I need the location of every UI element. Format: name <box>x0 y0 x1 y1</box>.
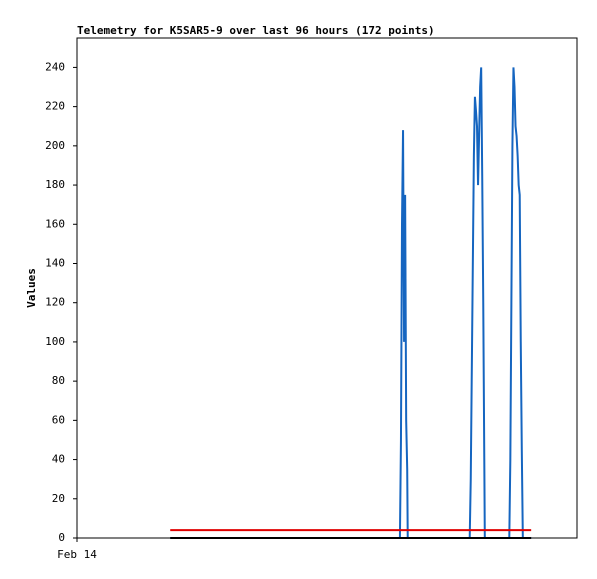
series-line <box>170 67 532 539</box>
y-tick-label: 160 <box>45 217 65 230</box>
y-tick-label: 0 <box>58 531 65 544</box>
y-tick-label: 220 <box>45 100 65 113</box>
y-tick-label: 20 <box>52 492 65 505</box>
y-tick-label: 180 <box>45 178 65 191</box>
y-tick-label: 60 <box>52 413 65 426</box>
y-axis-label: Values <box>25 268 38 308</box>
y-tick-label: 240 <box>45 60 65 73</box>
y-tick-label: 120 <box>45 296 65 309</box>
y-tick-label: 80 <box>52 374 65 387</box>
y-tick-label: 40 <box>52 453 65 466</box>
y-tick-label: 200 <box>45 139 65 152</box>
x-tick-label: Feb 14 <box>57 548 97 561</box>
y-tick-label: 140 <box>45 256 65 269</box>
y-tick-label: 100 <box>45 335 65 348</box>
plot-frame <box>76 37 578 539</box>
chart-title: Telemetry for K5SAR5-9 over last 96 hour… <box>77 24 435 37</box>
